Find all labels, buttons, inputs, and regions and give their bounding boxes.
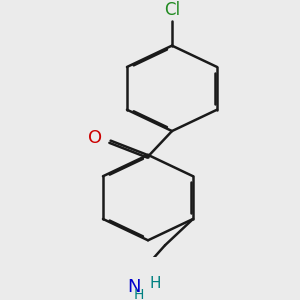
Text: H: H xyxy=(134,288,144,300)
Text: H: H xyxy=(149,277,160,292)
Text: N: N xyxy=(128,278,141,296)
Text: O: O xyxy=(88,129,102,147)
Text: Cl: Cl xyxy=(164,1,180,19)
